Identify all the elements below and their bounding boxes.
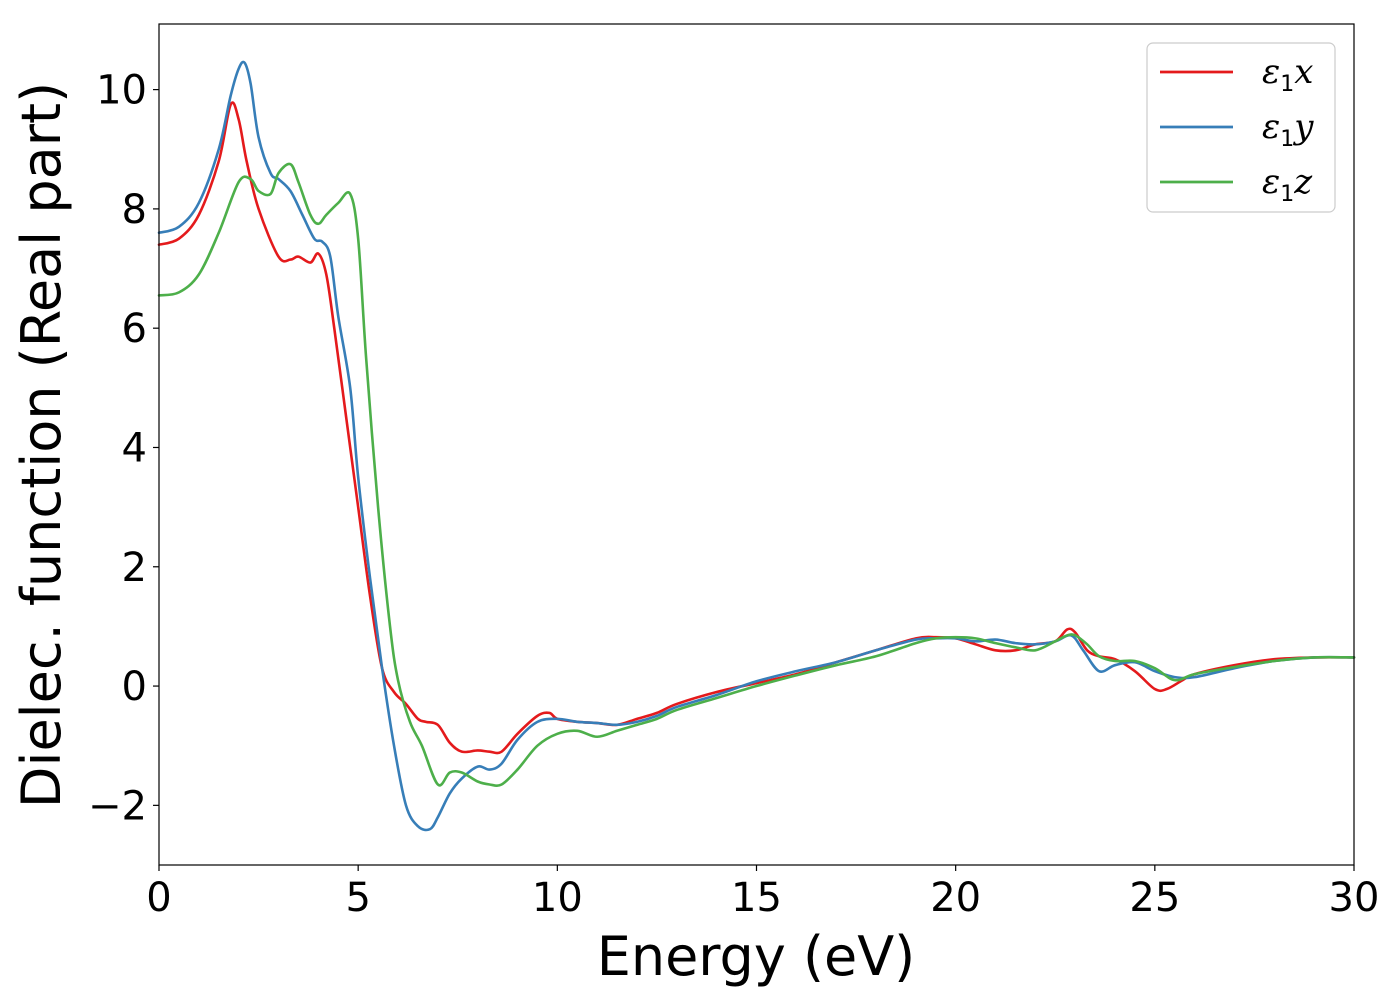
x-tick-label: 30 (1329, 875, 1380, 921)
x-tick-label: 0 (146, 875, 171, 921)
x-tick-label: 15 (731, 875, 782, 921)
y-tick-label: 2 (122, 545, 147, 591)
legend-label-z: ε1z (1262, 162, 1313, 207)
x-tick-label: 25 (1129, 875, 1180, 921)
x-tick-label: 5 (345, 875, 370, 921)
series-layer (157, 60, 1356, 832)
y-tick-label: 8 (122, 187, 147, 233)
y-tick-label: 0 (122, 664, 147, 710)
x-axis-ticks: 0 5 10 15 20 25 30 (146, 865, 1379, 921)
y-axis-ticks: −2 0 2 4 6 8 10 (88, 68, 159, 829)
x-tick-label: 20 (930, 875, 981, 921)
y-axis-label: Dielec. function (Real part) (10, 82, 73, 808)
x-tick-label: 10 (532, 875, 583, 921)
plot-area (157, 23, 1356, 866)
legend-label-y: ε1y (1262, 107, 1314, 152)
legend: ε1x ε1y ε1z (1146, 42, 1336, 213)
legend-entries: ε1x ε1y ε1z (1160, 52, 1314, 207)
legend-box (1146, 42, 1336, 213)
y-tick-label: 4 (122, 425, 147, 471)
legend-label-x: ε1x (1262, 52, 1313, 97)
x-axis-label: Energy (eV) (597, 925, 916, 988)
y-tick-label: 6 (122, 306, 147, 352)
series-line-y (157, 60, 1356, 832)
series-line-z (157, 162, 1356, 787)
y-tick-label: 10 (96, 68, 147, 114)
y-tick-label: −2 (88, 783, 147, 829)
